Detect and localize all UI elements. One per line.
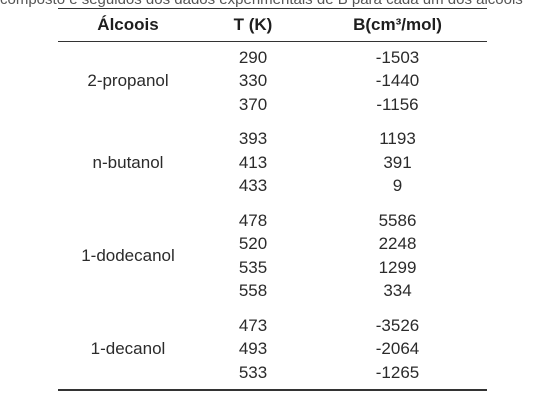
table-row: 370 -1156 (198, 93, 487, 117)
header-b-coefficient: B(cm³/mol) (353, 15, 442, 34)
temperature-cell: 473 (238, 315, 268, 335)
temperature-cell: 535 (238, 257, 268, 277)
table-group-1-decanol: 1-decanol 473 -3526 493 -2064 533 -1265 (58, 314, 487, 385)
alcohol-name: 1-dodecanol (81, 246, 175, 265)
temperature-cell: 558 (238, 281, 268, 301)
temperature-cell: 493 (238, 339, 268, 359)
temperature-cell: 533 (238, 362, 268, 382)
header-alcools: Álcoois (97, 15, 159, 34)
table-row: 393 1193 (198, 128, 487, 152)
alcohol-name: 2-propanol (87, 71, 169, 91)
b-value-cell: 2248 (378, 234, 417, 254)
table-row: 330 -1440 (198, 70, 487, 94)
temperature-cell: 393 (238, 129, 268, 149)
table-row: 478 5586 (198, 209, 487, 233)
b-value-cell: -1156 (376, 94, 419, 114)
b-value-cell: 334 (383, 281, 412, 301)
table-row: 533 -1265 (198, 361, 487, 385)
temperature-cell: 433 (238, 176, 268, 196)
b-value-cell: -1503 (375, 47, 420, 67)
header-temperature: T (K) (233, 15, 273, 34)
b-value-cell: -1265 (375, 362, 420, 382)
temperature-cell: 478 (238, 210, 268, 230)
b-value-cell: -2064 (375, 339, 420, 359)
alcohol-name: 1-decanol (90, 339, 166, 359)
table-row: 535 1299 (198, 256, 487, 280)
temperature-cell: 370 (238, 94, 268, 114)
alcohol-name: n-butanol (92, 152, 164, 172)
table-row: 473 -3526 (198, 314, 487, 338)
table-row: 290 -1503 (198, 46, 487, 70)
b-value-cell: -1440 (375, 71, 420, 91)
data-table: Álcoois T (K) B(cm³/mol) 2-propanol 290 … (58, 8, 487, 391)
table-row: 558 334 (198, 280, 487, 304)
table-row: 493 -2064 (198, 338, 487, 362)
group-values: 478 5586 520 2248 535 1299 558 334 (198, 209, 487, 303)
group-values: 290 -1503 330 -1440 370 -1156 (198, 46, 487, 117)
group-values: 393 1193 413 391 433 9 (198, 128, 487, 199)
table-group-1-dodecanol: 1-dodecanol 478 5586 520 2248 535 1299 5… (58, 209, 487, 303)
table-group-2-propanol: 2-propanol 290 -1503 330 -1440 370 -1156 (58, 46, 487, 117)
table-row: 520 2248 (198, 233, 487, 257)
table-row: 433 9 (198, 175, 487, 199)
b-value-cell: 9 (392, 176, 403, 196)
table-header: Álcoois T (K) B(cm³/mol) (58, 9, 487, 41)
b-value-cell: 5586 (378, 210, 417, 230)
temperature-cell: 330 (238, 71, 268, 91)
b-value-cell: 1193 (379, 129, 416, 149)
b-value-cell: 391 (383, 152, 412, 172)
temperature-cell: 413 (238, 152, 268, 172)
b-value-cell: -3526 (375, 315, 420, 335)
group-values: 473 -3526 493 -2064 533 -1265 (198, 314, 487, 385)
table-row: 413 391 (198, 151, 487, 175)
temperature-cell: 290 (238, 47, 268, 67)
b-value-cell: 1299 (378, 257, 417, 277)
table-group-n-butanol: n-butanol 393 1193 413 391 433 9 (58, 128, 487, 199)
temperature-cell: 520 (238, 234, 268, 254)
table-bottom-rule (58, 388, 487, 391)
table-caption: composto e seguidos dos dados experiment… (0, 0, 533, 9)
table-header-rule (58, 41, 487, 42)
table-top-rule (58, 8, 487, 9)
